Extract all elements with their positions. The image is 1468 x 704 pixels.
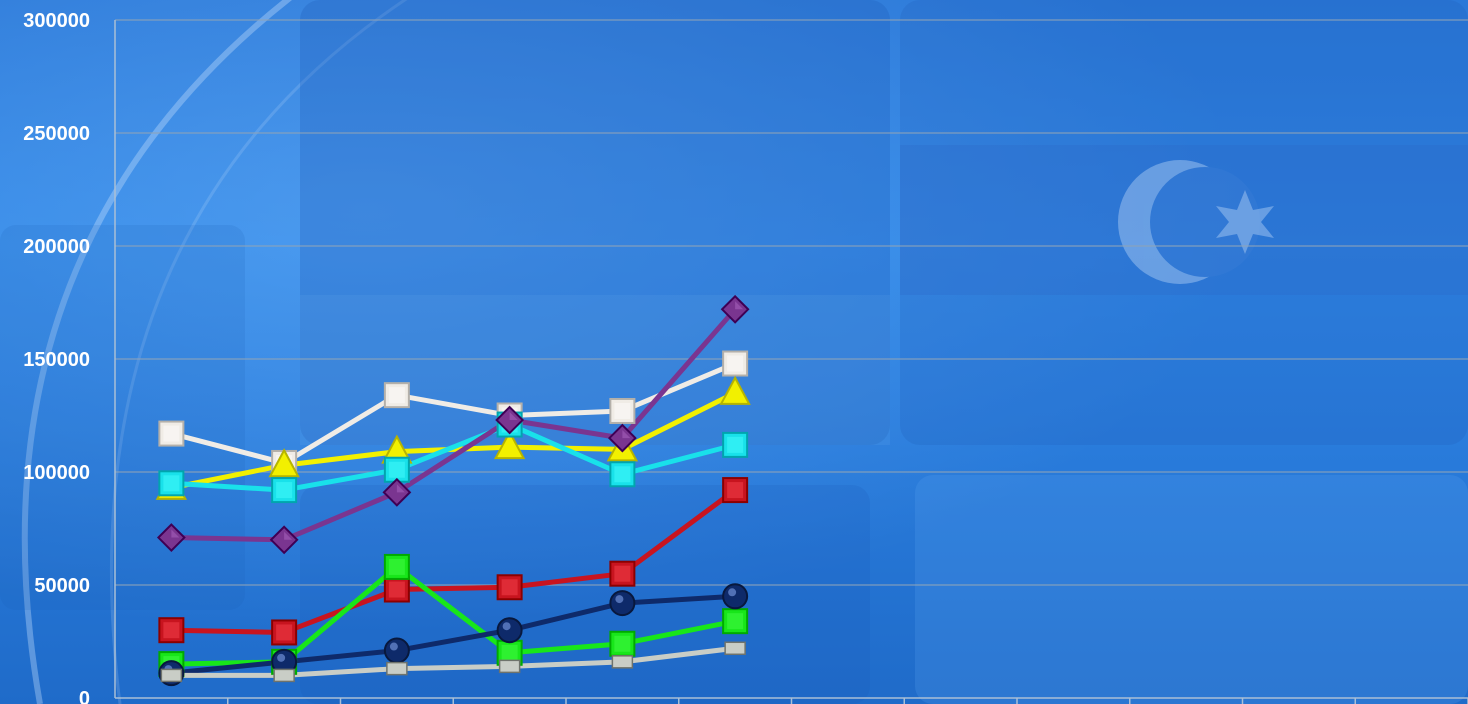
data-point-marker bbox=[609, 461, 636, 488]
marker-highlight bbox=[727, 613, 744, 630]
data-point-marker bbox=[268, 448, 300, 478]
marker-highlight bbox=[276, 482, 293, 499]
marker-highlight bbox=[615, 595, 624, 604]
y-tick-label: 300000 bbox=[23, 10, 90, 32]
flag-stripe-right bbox=[900, 145, 1468, 295]
data-point-marker bbox=[722, 350, 749, 377]
flag-panel-small bbox=[0, 225, 245, 610]
data-point-marker bbox=[383, 553, 410, 580]
y-tick-label: 150000 bbox=[23, 349, 90, 371]
flag-panel-right bbox=[900, 0, 1468, 445]
gridlines bbox=[115, 19, 1468, 586]
data-point-marker bbox=[609, 560, 636, 587]
series-line bbox=[168, 564, 738, 667]
swirl-arc-2 bbox=[109, 0, 408, 704]
data-point-marker bbox=[386, 661, 408, 676]
data-point-marker bbox=[160, 668, 183, 683]
data-point-marker bbox=[496, 574, 523, 601]
marker-highlight bbox=[389, 642, 398, 651]
data-point-marker bbox=[722, 477, 749, 504]
data-point-marker bbox=[273, 668, 295, 683]
series-line bbox=[168, 306, 738, 543]
series-line bbox=[168, 593, 738, 676]
data-point-marker bbox=[271, 619, 298, 646]
y-tick-label: 200000 bbox=[23, 236, 90, 258]
series-markers bbox=[155, 294, 751, 687]
data-point-marker bbox=[383, 456, 410, 483]
data-point-marker bbox=[158, 470, 185, 497]
y-axis-tick-labels: 0 50000 100000 150000 200000 250000 300000 bbox=[23, 10, 90, 704]
marker-highlight bbox=[501, 644, 518, 661]
data-point-marker bbox=[496, 617, 523, 644]
marker-highlight bbox=[728, 588, 737, 597]
marker-highlight bbox=[388, 558, 405, 575]
marker-highlight bbox=[614, 635, 631, 652]
marker-highlight bbox=[622, 430, 631, 439]
data-point-marker bbox=[158, 420, 185, 447]
marker-highlight bbox=[388, 387, 405, 404]
marker-highlight bbox=[509, 412, 518, 421]
flag-panel-left bbox=[300, 0, 890, 445]
flag-stripe bbox=[300, 295, 890, 445]
data-point-marker bbox=[158, 617, 185, 644]
data-point-marker bbox=[498, 659, 521, 674]
marker-highlight bbox=[727, 436, 744, 453]
marker-highlight bbox=[284, 531, 293, 540]
marker-highlight bbox=[735, 301, 744, 310]
marker-highlight bbox=[614, 466, 631, 483]
marker-highlight bbox=[163, 425, 180, 442]
data-point-marker bbox=[493, 430, 526, 460]
data-point-marker bbox=[271, 477, 298, 504]
series-line bbox=[168, 422, 738, 493]
data-point-marker bbox=[722, 583, 749, 610]
marker-highlight bbox=[502, 622, 511, 631]
data-point-marker bbox=[383, 382, 410, 409]
marker-highlight bbox=[396, 484, 405, 493]
marker-highlight bbox=[276, 624, 293, 641]
y-tick-label: 50000 bbox=[34, 575, 90, 597]
marker-highlight bbox=[727, 355, 744, 372]
marker-highlight bbox=[163, 622, 180, 639]
marker-highlight bbox=[501, 579, 518, 596]
y-tick-label: 0 bbox=[79, 688, 90, 704]
marker-highlight bbox=[614, 402, 631, 419]
series-line bbox=[168, 361, 738, 466]
data-point-marker bbox=[611, 655, 634, 669]
marker-highlight bbox=[388, 461, 405, 478]
data-point-marker bbox=[724, 641, 746, 656]
star-icon bbox=[1216, 190, 1274, 254]
marker-highlight bbox=[727, 482, 744, 499]
series-lines bbox=[168, 306, 738, 678]
y-tick-label: 100000 bbox=[23, 462, 90, 484]
axes bbox=[114, 20, 1468, 704]
swirl-arc bbox=[21, 0, 293, 704]
flag-panel-bottom bbox=[915, 475, 1468, 704]
data-point-marker bbox=[609, 590, 636, 617]
y-tick-label: 250000 bbox=[23, 123, 90, 145]
crescent-icon bbox=[1118, 160, 1260, 284]
data-point-marker bbox=[383, 637, 410, 664]
data-point-marker bbox=[722, 431, 749, 458]
data-point-marker bbox=[609, 397, 636, 424]
marker-highlight bbox=[277, 653, 286, 662]
series-line bbox=[168, 645, 738, 678]
marker-highlight bbox=[171, 529, 180, 538]
marker-highlight bbox=[388, 581, 405, 598]
marker-highlight bbox=[163, 475, 180, 492]
marker-highlight bbox=[614, 565, 631, 582]
data-point-marker bbox=[719, 375, 751, 405]
series-line bbox=[168, 487, 738, 635]
